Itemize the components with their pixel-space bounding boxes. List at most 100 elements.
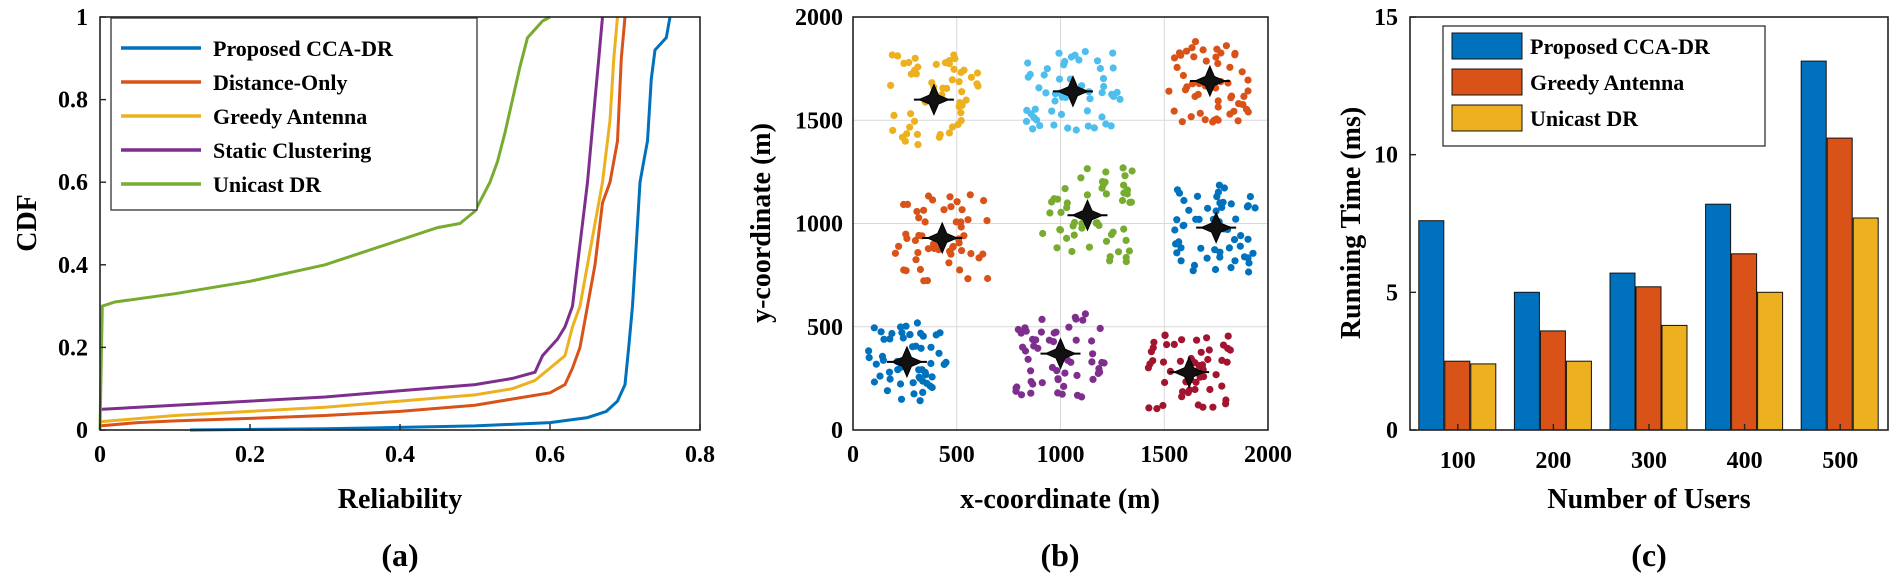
panel-b-point-c7-20 [1088, 358, 1096, 366]
panel-b-point-c7-39 [1088, 337, 1096, 345]
panel-b-point-c3-50 [1060, 61, 1068, 69]
panel-c-bar-3-1 [1731, 253, 1758, 431]
panel-b-point-c2-20 [954, 120, 962, 129]
panel-b-point-c5-52 [1070, 218, 1079, 227]
panel-b-point-c7-38 [1081, 310, 1089, 318]
panel-b-point-c3-36 [1027, 110, 1035, 118]
panel-b-point-c5-32 [1077, 174, 1085, 182]
panel-b-center-star-5 [1071, 198, 1104, 232]
panel-b-label: (b) [1040, 537, 1079, 573]
panel-b-point-c6-42 [1175, 189, 1184, 197]
panel-b-point-c7-47 [1014, 325, 1022, 334]
panel-b-point-c2-49 [958, 88, 966, 96]
panel-b-point-c7-3 [1060, 382, 1068, 390]
panel-c-bar-0-2 [1470, 363, 1497, 431]
panel-b-point-c8-11 [1193, 336, 1201, 344]
panel-b-point-c6-10 [1249, 249, 1257, 257]
panel-b-point-c4-35 [1199, 46, 1207, 54]
panel-b-point-c6-27 [1204, 204, 1212, 212]
panel-c-legend: Proposed CCA-DR Greedy Antenna Unicast DR [1442, 25, 1766, 147]
panel-b-point-c2-27 [907, 70, 915, 78]
panel-a-y-tick-label-5: 1 [76, 5, 88, 31]
panel-b-point-c3-37 [1109, 64, 1117, 72]
panel-b-point-c5-4 [1053, 244, 1061, 252]
panel-b-point-c8-39 [1204, 355, 1212, 364]
panel-b-point-c6-16 [1243, 203, 1251, 211]
panel-b-point-c8-20 [1218, 382, 1226, 390]
panel-b-point-c0-53 [899, 334, 907, 342]
panel-b-point-c0-50 [909, 343, 917, 351]
panel-a-y-tick-label-3: 0.6 [58, 170, 88, 196]
panel-b-point-c0-48 [878, 352, 887, 360]
panel-b-point-c8-25 [1176, 357, 1184, 365]
panel-b-point-c8-46 [1212, 371, 1220, 379]
panel-b-point-c3-44 [1075, 56, 1083, 64]
panel-c-y-tick-label-1: 5 [1386, 280, 1398, 306]
panel-b-point-c0-49 [917, 329, 925, 337]
panel-b-point-c2-8 [967, 73, 976, 81]
panel-b-point-c5-39 [1061, 185, 1069, 193]
panel-b-point-c3-38 [1055, 49, 1063, 57]
panel-b-y-tick-label-0: 0 [831, 418, 843, 444]
panel-c-x-tick-label-1: 200 [1535, 448, 1571, 474]
panel-b-point-c3-27 [1042, 89, 1050, 97]
panel-b-y-tick-label-4: 2000 [795, 5, 843, 31]
panel-b-point-c8-16 [1191, 385, 1199, 394]
panel-b-point-c6-53 [1240, 253, 1249, 261]
panel-b-point-c0-45 [927, 343, 935, 351]
panel-b-point-c3-23 [1086, 95, 1094, 103]
panel-b-point-c2-22 [907, 110, 915, 118]
panel-b-point-c3-43 [1072, 126, 1080, 134]
panel-b-point-c8-5 [1163, 341, 1171, 349]
panel-b-point-c4-11 [1181, 86, 1190, 94]
panel-b-point-c0-27 [894, 366, 902, 374]
panel-b-point-c3-32 [1029, 125, 1037, 133]
panel-b-center-star-7 [1044, 337, 1077, 370]
panel-c-x-axis-label: Number of Users [1547, 484, 1750, 515]
panel-b-point-c5-45 [1057, 208, 1065, 216]
panel-b-point-c7-41 [1052, 328, 1060, 336]
panel-b-point-c3-22 [1026, 70, 1034, 78]
panel-b-point-c1-36 [920, 206, 928, 214]
panel-b-point-c2-9 [887, 81, 895, 89]
panel-a-series-line-1 [99, 16, 627, 428]
panel-b-y-tick-label-2: 1000 [795, 212, 843, 238]
panel-b-point-c5-30 [1102, 168, 1110, 176]
panel-b-point-c5-49 [1123, 186, 1131, 194]
panel-b-x-axis-label: x-coordinate (m) [960, 484, 1160, 515]
panel-b-point-c3-26 [1099, 75, 1108, 83]
panel-b-point-c7-40 [1032, 336, 1040, 344]
panel-b-point-c8-45 [1161, 378, 1169, 387]
panel-b-point-c6-52 [1175, 238, 1183, 246]
panel-b-x-tick-label-2: 1000 [1037, 442, 1085, 468]
panel-c-bar-0-1 [1444, 360, 1471, 431]
panel-b-point-c7-52 [1027, 378, 1035, 386]
panel-c-bar-4-2 [1852, 217, 1879, 431]
panel-c-legend-label-1: Greedy Antenna [1530, 70, 1684, 95]
panel-b-point-c1-52 [929, 196, 937, 204]
panel-b-point-c1-13 [955, 239, 963, 247]
panel-b-point-c2-50 [973, 69, 982, 77]
panel-b-x-tick-label-1: 500 [939, 442, 975, 468]
panel-b-point-c1-34 [946, 193, 954, 201]
panel-b-point-c0-24 [910, 390, 918, 398]
panel-b-point-c8-29 [1149, 344, 1157, 352]
panel-b-point-c4-52 [1238, 68, 1246, 76]
panel-b-point-c2-43 [948, 76, 956, 84]
panel-b-point-c7-11 [1073, 371, 1081, 379]
panel-a-legend-label-2: Greedy Antenna [213, 104, 367, 129]
panel-b-point-c5-50 [1109, 228, 1117, 236]
panel-b-point-c7-23 [1024, 355, 1032, 363]
panel-b-point-c5-26 [1070, 231, 1078, 239]
panel-c-bar-chart: 100 200 300 400 500 0 5 10 15 Number of Users Ru… [1336, 5, 1889, 573]
panel-b-point-c1-3 [958, 206, 966, 214]
panel-b-point-c6-47 [1245, 259, 1253, 267]
panel-b-point-c2-18 [948, 123, 957, 131]
panel-b-point-c5-48 [1048, 198, 1056, 206]
panel-b-point-c5-11 [1063, 234, 1071, 242]
panel-b-point-c8-54 [1197, 348, 1205, 356]
panel-b-x-tick-label-4: 2000 [1244, 442, 1292, 468]
panel-b-point-c7-24 [1054, 389, 1062, 397]
panel-b-point-c4-48 [1177, 51, 1185, 59]
